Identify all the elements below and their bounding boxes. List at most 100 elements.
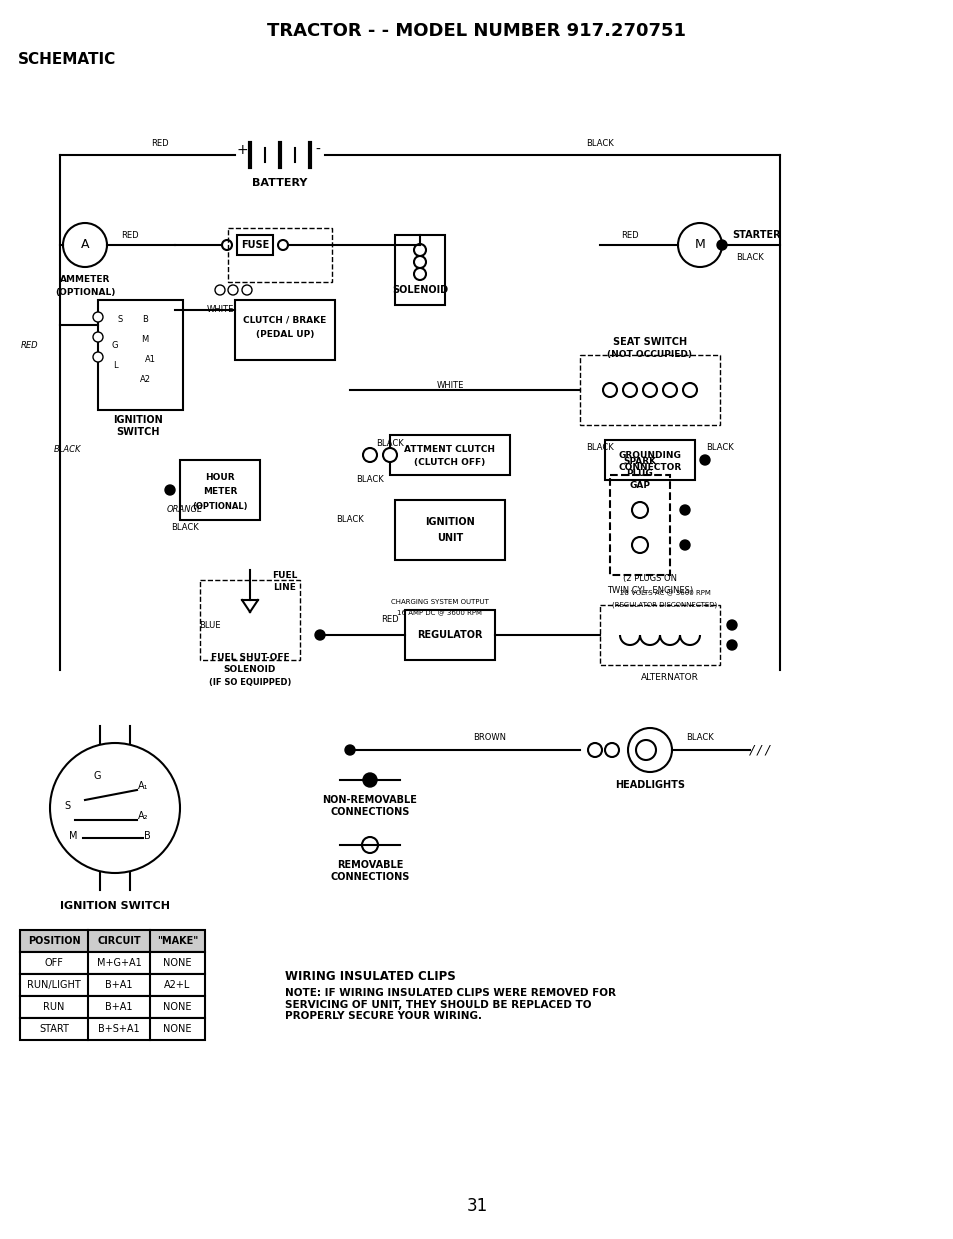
Text: A₂: A₂	[137, 812, 148, 821]
Bar	[604, 440, 695, 479]
Text: REGULATOR: REGULATOR	[416, 629, 482, 641]
Text: TWIN CYL. ENGINES): TWIN CYL. ENGINES)	[606, 586, 692, 595]
Text: BLACK: BLACK	[736, 253, 763, 261]
Circle shape	[214, 285, 225, 295]
Text: BLACK: BLACK	[355, 476, 383, 484]
Text: FUEL: FUEL	[272, 570, 297, 580]
Circle shape	[602, 383, 617, 396]
Text: 16 AMP DC @ 3600 RPM: 16 AMP DC @ 3600 RPM	[397, 610, 482, 616]
Circle shape	[361, 838, 377, 852]
Circle shape	[587, 743, 601, 757]
Circle shape	[314, 629, 325, 641]
Text: 31: 31	[466, 1197, 487, 1215]
Text: BROWN: BROWN	[473, 733, 506, 742]
Text: S: S	[64, 800, 70, 812]
Text: SCHEMATIC: SCHEMATIC	[18, 52, 116, 67]
Text: ORANGE: ORANGE	[167, 506, 203, 514]
Text: (2 PLUGS ON: (2 PLUGS ON	[622, 574, 677, 582]
Text: RED: RED	[151, 139, 169, 147]
Text: (PEDAL UP): (PEDAL UP)	[255, 331, 314, 339]
Text: TRACTOR - - MODEL NUMBER 917.270751: TRACTOR - - MODEL NUMBER 917.270751	[267, 22, 686, 40]
Circle shape	[678, 223, 721, 266]
Text: BLACK: BLACK	[335, 515, 363, 524]
Bar	[609, 475, 669, 575]
Text: NOTE: IF WIRING INSULATED CLIPS WERE REMOVED FOR
SERVICING OF UNIT, THEY SHOULD : NOTE: IF WIRING INSULATED CLIPS WERE REM…	[285, 987, 616, 1021]
Text: B+S+A1: B+S+A1	[98, 1023, 140, 1035]
Circle shape	[382, 449, 396, 462]
Text: BLACK: BLACK	[375, 439, 403, 447]
Text: +: +	[236, 142, 248, 157]
Text: BLACK: BLACK	[585, 139, 613, 147]
Text: CONNECTIONS: CONNECTIONS	[330, 807, 409, 817]
Circle shape	[92, 332, 103, 342]
Text: STARTER: STARTER	[731, 230, 780, 240]
Bar	[405, 610, 495, 660]
Circle shape	[642, 383, 657, 396]
Text: BATTERY: BATTERY	[252, 178, 308, 188]
Text: FUEL SHUT-OFF: FUEL SHUT-OFF	[211, 653, 289, 663]
Text: CLUTCH / BRAKE: CLUTCH / BRAKE	[243, 316, 326, 325]
Bar	[20, 952, 205, 974]
Text: (OPTIONAL): (OPTIONAL)	[193, 502, 248, 510]
Text: B+A1: B+A1	[105, 1002, 132, 1012]
Circle shape	[242, 285, 252, 295]
Text: (NOT OCCUPIED): (NOT OCCUPIED)	[607, 349, 692, 358]
Circle shape	[222, 240, 232, 250]
Circle shape	[662, 383, 677, 396]
Text: FUSE: FUSE	[240, 240, 269, 250]
Text: NONE: NONE	[163, 1002, 192, 1012]
Text: (OPTIONAL): (OPTIONAL)	[54, 287, 115, 296]
Text: POSITION: POSITION	[28, 935, 80, 947]
Circle shape	[631, 502, 647, 518]
Text: WIRING INSULATED CLIPS: WIRING INSULATED CLIPS	[285, 970, 456, 983]
Text: CONNECTIONS: CONNECTIONS	[330, 872, 409, 882]
Text: RED: RED	[381, 616, 398, 624]
Text: ALTERNATOR: ALTERNATOR	[640, 673, 699, 681]
Bar	[20, 996, 205, 1018]
Circle shape	[631, 536, 647, 553]
Text: / / /: / / /	[749, 743, 770, 757]
Circle shape	[50, 743, 180, 873]
Text: OFF: OFF	[45, 958, 63, 968]
Text: ATTMENT CLUTCH: ATTMENT CLUTCH	[404, 446, 495, 455]
Text: NONE: NONE	[163, 958, 192, 968]
Text: BLACK: BLACK	[705, 444, 733, 452]
Bar	[228, 228, 332, 282]
Circle shape	[363, 449, 376, 462]
Text: SOLENOID: SOLENOID	[392, 285, 448, 295]
Circle shape	[414, 256, 426, 268]
Circle shape	[414, 268, 426, 280]
Circle shape	[682, 383, 697, 396]
Text: BLACK: BLACK	[685, 733, 713, 742]
Text: METER: METER	[203, 487, 237, 497]
Text: GROUNDING: GROUNDING	[618, 451, 680, 460]
Text: G: G	[93, 771, 101, 781]
Text: RED: RED	[121, 230, 139, 239]
Text: S: S	[117, 316, 123, 325]
Text: A1: A1	[144, 356, 155, 364]
Text: HEADLIGHTS: HEADLIGHTS	[615, 781, 684, 790]
Text: (CLUTCH OFF): (CLUTCH OFF)	[414, 458, 485, 467]
Circle shape	[679, 506, 689, 515]
Text: SWITCH: SWITCH	[116, 427, 159, 437]
Text: RED: RED	[620, 230, 639, 239]
Text: M+G+A1: M+G+A1	[96, 958, 141, 968]
Text: A2: A2	[139, 375, 151, 384]
Circle shape	[622, 383, 637, 396]
Text: CONNECTOR: CONNECTOR	[618, 463, 680, 472]
Circle shape	[414, 244, 426, 256]
Text: IGNITION: IGNITION	[425, 517, 475, 527]
Circle shape	[627, 729, 671, 772]
Text: RUN/LIGHT: RUN/LIGHT	[27, 980, 81, 990]
Text: NONE: NONE	[163, 1023, 192, 1035]
Text: (REGULATOR DISCONNECTED): (REGULATOR DISCONNECTED)	[612, 602, 717, 608]
Text: 28 VOLTS AC @ 3600 RPM: 28 VOLTS AC @ 3600 RPM	[618, 590, 710, 596]
Circle shape	[679, 540, 689, 550]
Text: REMOVABLE: REMOVABLE	[336, 860, 403, 870]
Text: START: START	[39, 1023, 69, 1035]
Text: IGNITION: IGNITION	[113, 415, 163, 425]
Circle shape	[717, 240, 726, 250]
Text: L: L	[112, 361, 117, 369]
Text: PLUG: PLUG	[626, 470, 653, 478]
Bar	[579, 356, 720, 425]
